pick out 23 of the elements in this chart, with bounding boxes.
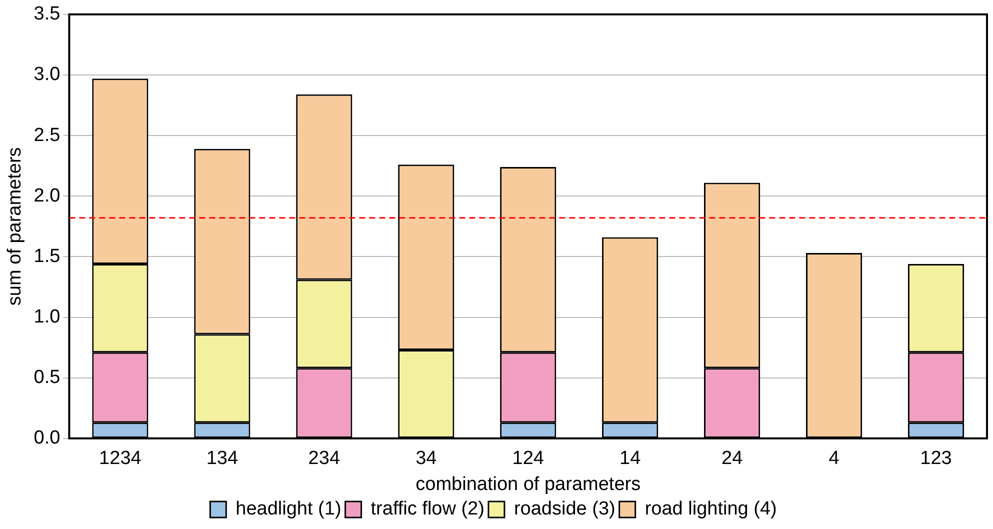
x-tick-label: 4 — [828, 448, 840, 470]
x-tick-label: 134 — [206, 448, 238, 470]
legend-label: traffic flow (2) — [370, 498, 484, 520]
x-tick-label: 123 — [920, 448, 952, 470]
y-tick-label: 0.0 — [34, 428, 60, 449]
legend-label: road lighting (4) — [644, 498, 777, 520]
y-tick-label: 2.0 — [34, 185, 60, 206]
x-tick-label: 234 — [308, 448, 340, 470]
x-tick-label: 124 — [512, 448, 544, 470]
x-tick-label: 24 — [721, 448, 744, 470]
x-tick-label: 34 — [416, 448, 438, 470]
x-tick-label: 14 — [620, 448, 642, 470]
legend-label: roadside (3) — [514, 498, 616, 520]
y-tick-label: 1.0 — [34, 306, 60, 328]
legend-label: headlight (1) — [236, 498, 342, 520]
y-tick-label: 0.5 — [34, 367, 60, 388]
y-axis-title: sum of parameters — [4, 147, 26, 306]
x-tick-label: 1234 — [99, 448, 142, 470]
x-axis-title: combination of parameters — [416, 474, 641, 495]
y-tick-label: 1.5 — [34, 246, 60, 267]
y-tick-label: 2.5 — [34, 124, 60, 146]
y-tick-label: 3.0 — [34, 64, 60, 86]
y-tick-label: 3.5 — [34, 4, 60, 25]
